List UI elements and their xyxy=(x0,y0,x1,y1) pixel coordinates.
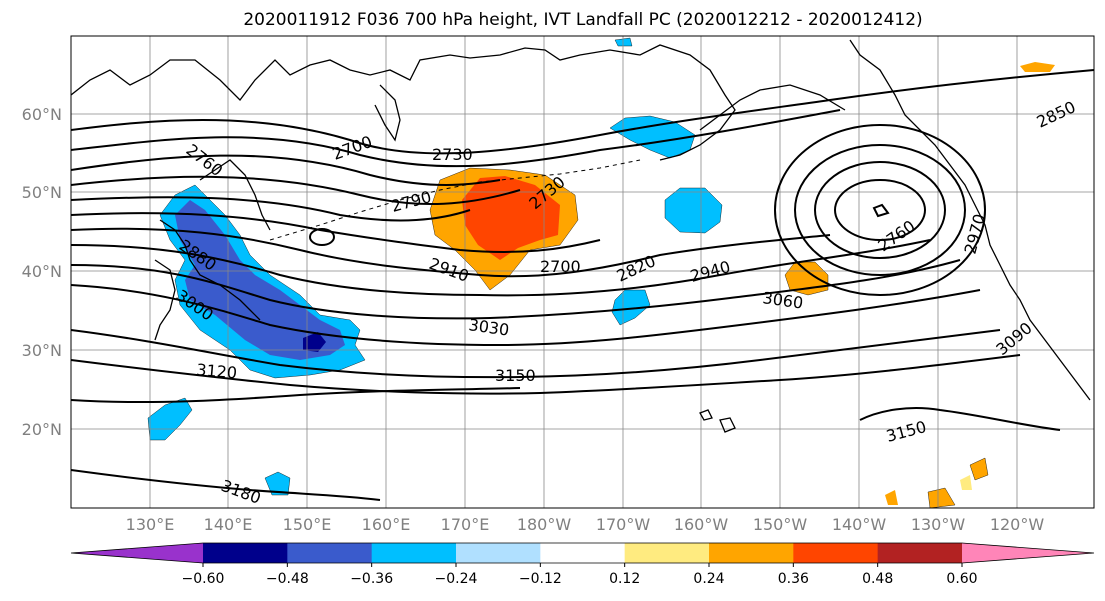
colorbar-bin xyxy=(203,543,288,563)
lat-label: 40°N xyxy=(22,262,62,281)
colorbar-extend-low xyxy=(71,543,203,563)
map-panel: 2700 2730 2760 2790 2730 2850 2880 3000 … xyxy=(71,36,1094,508)
ivt-shading xyxy=(147,37,1055,508)
negative-region-central xyxy=(611,289,651,326)
positive-region-central-core xyxy=(462,176,560,260)
negative-region-gulf xyxy=(664,187,723,234)
lon-label: 160°E xyxy=(362,515,411,534)
colorbar-tick-label: 0.36 xyxy=(778,571,809,587)
colorbar-tick-label: −0.48 xyxy=(266,571,309,587)
positive-region-se-1 xyxy=(927,487,956,508)
lon-label: 140°W xyxy=(832,515,887,534)
coastlines xyxy=(71,39,1091,433)
graticule xyxy=(71,36,1094,508)
negative-region-south xyxy=(147,397,193,441)
lon-label: 130°E xyxy=(126,515,175,534)
colorbar-tick-label: −0.60 xyxy=(182,571,225,587)
colorbar-bin xyxy=(287,543,373,563)
lon-label: 180°W xyxy=(517,515,572,534)
lon-label: 130°W xyxy=(911,515,966,534)
colorbar-tick-label: 0.48 xyxy=(862,571,893,587)
positive-region-north xyxy=(1020,62,1055,72)
positive-region-se-3 xyxy=(885,490,898,505)
height-contours xyxy=(71,69,1094,501)
contour-label: 2700 xyxy=(540,257,581,276)
lat-label: 50°N xyxy=(22,183,62,202)
latitude-labels: 60°N 50°N 40°N 30°N 20°N xyxy=(22,105,62,439)
lon-label: 120°W xyxy=(990,515,1045,534)
lon-label: 170°E xyxy=(441,515,490,534)
positive-region-se-2 xyxy=(969,457,989,481)
colorbar-tick-label: 0.24 xyxy=(693,571,724,587)
positive-region-se-4 xyxy=(960,475,972,490)
colorbar-bin xyxy=(624,543,710,563)
colorbar-bin xyxy=(709,543,794,563)
colorbar-tick-label: −0.12 xyxy=(519,571,562,587)
colorbar-tick-label: 0.12 xyxy=(609,571,640,587)
colorbar-bin xyxy=(877,543,963,563)
lon-label: 170°W xyxy=(596,515,651,534)
colorbar-tick-label: 0.60 xyxy=(946,571,977,587)
negative-region-japan-core xyxy=(175,200,345,360)
longitude-labels: 130°E 140°E 150°E 160°E 170°E 180°W 170°… xyxy=(126,515,1045,534)
colorbar-bin xyxy=(540,543,626,563)
lon-label: 150°E xyxy=(283,515,332,534)
colorbar: −0.60 −0.48 −0.36 −0.24 −0.12 0.12 0.24 0.36 0.4… xyxy=(70,542,1095,587)
lon-label: 160°W xyxy=(674,515,729,534)
contour-label: 2730 xyxy=(432,145,473,164)
contour-label: 3120 xyxy=(196,360,238,382)
colorbar-tick-label: −0.36 xyxy=(350,571,393,587)
colorbar-bin xyxy=(456,543,541,563)
colorbar-bin xyxy=(793,543,879,563)
lat-label: 30°N xyxy=(22,341,62,360)
map-frame xyxy=(70,35,1095,509)
colorbar-tick-label: −0.24 xyxy=(435,571,478,587)
lon-label: 140°E xyxy=(204,515,253,534)
negative-region-small-2 xyxy=(614,37,633,47)
lon-label: 150°W xyxy=(753,515,808,534)
colorbar-bin xyxy=(371,543,457,563)
contour-label: 3150 xyxy=(495,366,536,385)
chart-title: 2020011912 F036 700 hPa height, IVT Land… xyxy=(243,10,922,30)
lat-label: 60°N xyxy=(22,105,62,124)
colorbar-extend-high xyxy=(962,543,1094,563)
lat-label: 20°N xyxy=(22,420,62,439)
negative-region-japan-min xyxy=(303,332,326,352)
